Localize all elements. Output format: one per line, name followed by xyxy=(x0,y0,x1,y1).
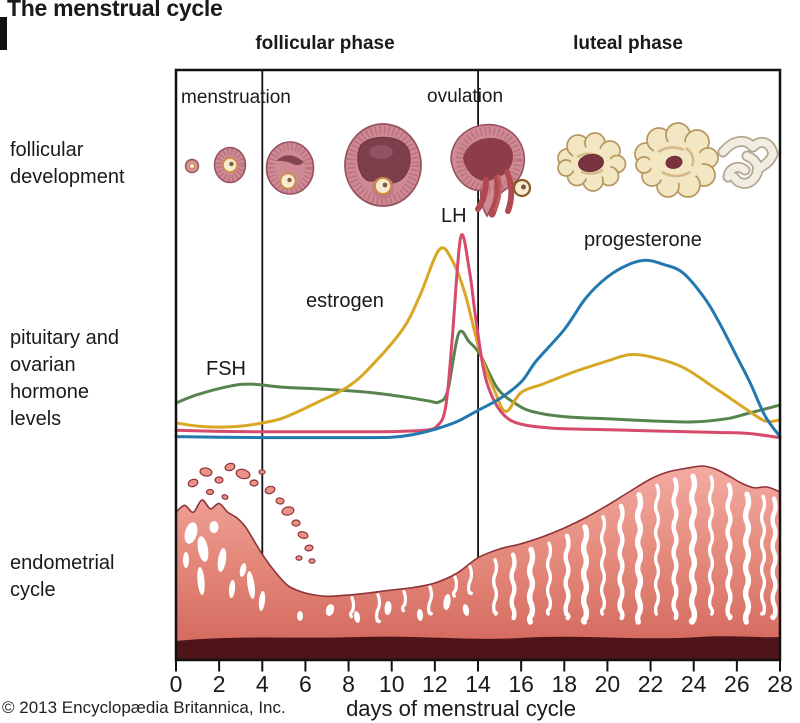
follicle-stage-ovulation xyxy=(450,123,532,218)
axis-tick-label: 8 xyxy=(342,671,355,697)
axis-tick-label: 28 xyxy=(767,671,793,697)
corner-marker-bar xyxy=(0,17,7,50)
axis-tick-label: 2 xyxy=(212,671,226,697)
axis-tick-label: 14 xyxy=(465,671,491,697)
corpus-luteum-mature xyxy=(634,122,719,198)
axis-tick-label: 24 xyxy=(680,671,707,697)
day-axis-ticks xyxy=(175,660,781,672)
corpus-albicans xyxy=(717,135,779,189)
luteal-phase-label: luteal phase xyxy=(573,33,683,54)
chart-frame xyxy=(174,68,782,662)
curve-progesterone xyxy=(174,258,782,440)
axis-tick-label: 12 xyxy=(422,671,448,697)
estrogen-curve-label: estrogen xyxy=(306,290,384,312)
row-label-hormone-levels: pituitary and ovarian hormone levels xyxy=(10,327,119,430)
follicle-stage-graafian xyxy=(344,123,422,207)
fsh-curve-label: FSH xyxy=(206,358,246,380)
axis-tick-label: 4 xyxy=(255,671,269,697)
axis-tick-label: 18 xyxy=(551,671,578,697)
progesterone-curve-label: progesterone xyxy=(584,229,702,251)
follicle-stage-primary xyxy=(213,146,247,184)
axis-tick-label: 6 xyxy=(299,671,312,697)
corpus-luteum-early xyxy=(557,132,627,192)
menstruation-label: menstruation xyxy=(181,87,291,108)
endometrium-illustration xyxy=(175,462,781,661)
axis-tick-label: 26 xyxy=(724,671,750,697)
copyright-notice: © 2013 Encyclopædia Britannica, Inc. xyxy=(2,698,286,717)
ovulation-label: ovulation xyxy=(427,86,504,107)
lh-curve-label: LH xyxy=(441,205,467,227)
hormone-level-curves xyxy=(174,233,782,440)
axis-tick-label: 22 xyxy=(637,671,664,697)
axis-tick-label: 16 xyxy=(508,671,534,697)
row-label-follicular-development: follicular development xyxy=(10,139,125,188)
curve-estrogen xyxy=(174,246,782,429)
curve-fsh xyxy=(174,329,782,424)
x-axis-title: days of menstrual cycle xyxy=(346,696,576,721)
axis-tick-label: 10 xyxy=(378,671,405,697)
page-title: The menstrual cycle xyxy=(7,0,223,21)
follicle-stage-primordial xyxy=(184,158,200,174)
follicle-stage-secondary xyxy=(265,141,315,195)
axis-tick-label: 0 xyxy=(169,671,183,697)
follicular-phase-label: follicular phase xyxy=(255,33,395,54)
axis-tick-label: 20 xyxy=(594,671,621,697)
curve-lh xyxy=(174,233,782,440)
row-label-endometrial-cycle: endometrial cycle xyxy=(10,552,115,601)
